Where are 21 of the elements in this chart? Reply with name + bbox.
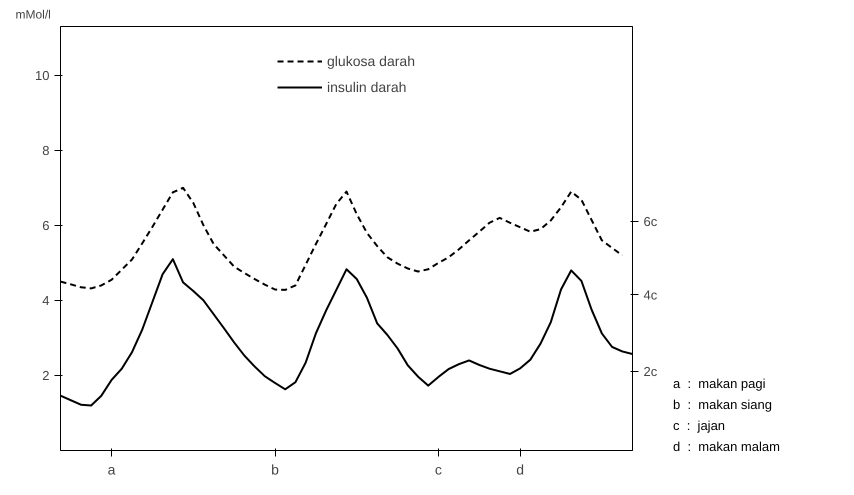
line-series <box>60 186 624 291</box>
y-tick-label: 6 <box>42 218 50 233</box>
x-tick-label: c <box>434 462 442 478</box>
y-tick-label: 4 <box>42 292 50 308</box>
y-tick-label: 2 <box>42 368 50 383</box>
y2-tick-label: 2c <box>644 364 658 380</box>
text: a : makan pagi <box>673 375 766 393</box>
y-tick-label: 8 <box>42 142 50 158</box>
legend-label: insulin darah <box>327 79 406 95</box>
line-series <box>60 258 632 406</box>
legend-label: glukosa darah <box>327 53 415 69</box>
text: d : makan malam <box>673 438 780 456</box>
y2-tick-label: 6c <box>644 214 658 230</box>
x-tick-label: a <box>108 462 116 478</box>
y-tick-label: 10 <box>35 68 50 83</box>
x-tick-label: b <box>271 462 280 478</box>
y2-tick-label: 4c <box>644 287 658 302</box>
x-tick-label: d <box>516 462 524 478</box>
y-axis-title: mMol/l <box>16 8 51 22</box>
text: c : jajan <box>673 417 726 435</box>
text: b : makan siang <box>673 396 773 414</box>
